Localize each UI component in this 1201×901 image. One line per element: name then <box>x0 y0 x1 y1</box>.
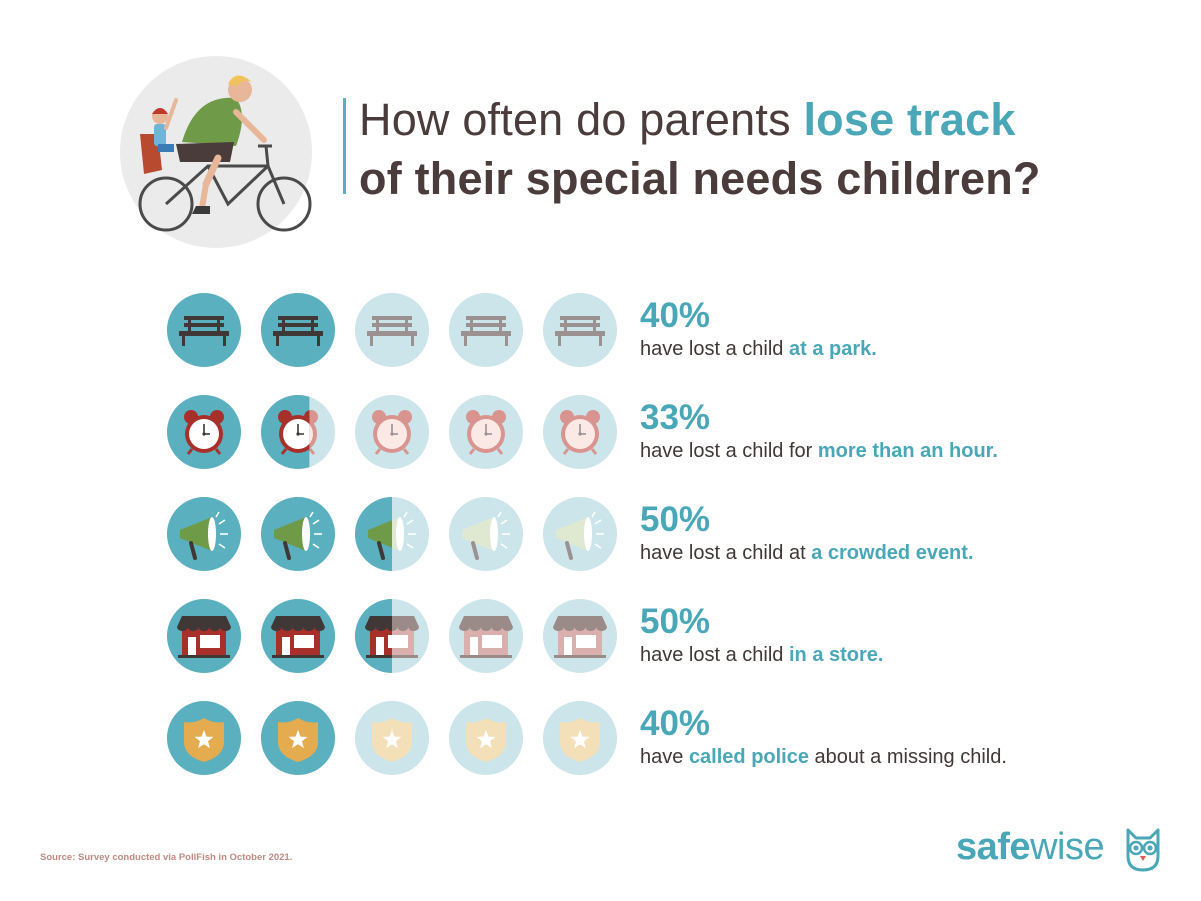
brand-logo: safewise <box>956 826 1105 869</box>
row-description: have lost a child at a crowded event. <box>640 540 974 566</box>
megaphone-pictogram <box>449 497 523 571</box>
description-text: have lost a child <box>640 644 789 666</box>
police-badge-pictogram <box>543 701 617 775</box>
row-text-block: 40% have lost a child at a park. <box>640 296 877 362</box>
police-badge-pictogram <box>167 701 241 775</box>
bench-pictogram <box>167 293 241 367</box>
title-prefix: How often do parents <box>359 94 804 145</box>
source-note: Source: Survey conducted via PollFish in… <box>40 852 293 863</box>
store-pictogram <box>449 599 523 673</box>
brand-bold: safe <box>956 826 1031 868</box>
description-text: have lost a child for <box>640 440 818 462</box>
description-highlight: in a store. <box>788 644 884 666</box>
percent-label: 40% <box>640 704 711 743</box>
row-text-block: 50% have lost a child in a store. <box>640 602 883 668</box>
row-description: have lost a child at a park. <box>640 336 877 362</box>
police-badge-pictogram <box>261 701 335 775</box>
page-title-line-2: of their special needs children? <box>359 153 1041 204</box>
title-highlight: lose track <box>803 94 1016 145</box>
megaphone-pictogram <box>355 497 429 571</box>
row-text-block: 33% have lost a child for more than an ho… <box>640 398 998 464</box>
megaphone-pictogram <box>543 497 617 571</box>
police-badge-pictogram <box>449 701 523 775</box>
row-text-block: 50% have lost a child at a crowded event. <box>640 500 974 566</box>
megaphone-pictogram <box>167 497 241 571</box>
bench-pictogram <box>543 293 617 367</box>
description-highlight: more than an hour. <box>817 440 998 462</box>
row-description: have called police about a missing child… <box>640 744 1007 770</box>
alarm-clock-pictogram <box>355 395 429 469</box>
description-text: have lost a child at <box>640 542 812 564</box>
bench-pictogram <box>355 293 429 367</box>
alarm-clock-pictogram <box>167 395 241 469</box>
store-pictogram <box>167 599 241 673</box>
alarm-clock-pictogram <box>261 395 335 469</box>
title-accent-bar <box>343 98 346 194</box>
percent-label: 40% <box>640 296 711 335</box>
store-pictogram <box>543 599 617 673</box>
bench-pictogram <box>449 293 523 367</box>
megaphone-pictogram <box>261 497 335 571</box>
row-text-block: 40% have called police about a missing ch… <box>640 704 1007 770</box>
store-pictogram <box>261 599 335 673</box>
description-highlight: at a park. <box>788 338 877 360</box>
row-description: have lost a child in a store. <box>640 642 883 668</box>
description-highlight: called police <box>688 746 809 768</box>
store-pictogram <box>355 599 429 673</box>
percent-label: 33% <box>640 398 711 437</box>
description-text-end: about a missing child. <box>809 746 1007 768</box>
alarm-clock-pictogram <box>449 395 523 469</box>
bicycle-illustration <box>120 56 312 248</box>
description-text: have lost a child <box>640 338 789 360</box>
percent-label: 50% <box>640 500 711 539</box>
description-highlight: a crowded event. <box>811 542 974 564</box>
brand-thin: wise <box>1030 826 1105 868</box>
percent-label: 50% <box>640 602 711 641</box>
description-text: have <box>640 746 689 768</box>
page-title-line-1: How often do parents lose track <box>359 94 1016 146</box>
alarm-clock-pictogram <box>543 395 617 469</box>
row-description: have lost a child for more than an hour. <box>640 438 998 464</box>
bench-pictogram <box>261 293 335 367</box>
owl-icon <box>1126 828 1160 872</box>
police-badge-pictogram <box>355 701 429 775</box>
